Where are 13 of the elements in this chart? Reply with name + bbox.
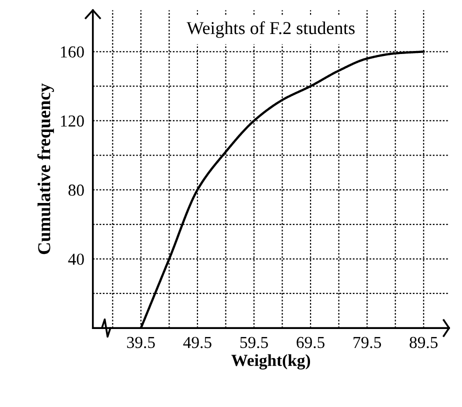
x-tick-label: 69.5 xyxy=(296,336,324,348)
y-axis-title: Cumulative frequency xyxy=(37,83,54,254)
y-tick-label: 160 xyxy=(60,46,84,58)
x-tick-label: 49.5 xyxy=(183,336,212,348)
y-tick-label: 80 xyxy=(68,184,84,196)
x-tick-label: 39.5 xyxy=(127,336,155,348)
x-tick-label: 89.5 xyxy=(410,336,438,348)
y-tick-label: 120 xyxy=(60,115,84,127)
x-tick-label: 59.5 xyxy=(240,336,268,348)
y-tick-label: 40 xyxy=(68,254,84,265)
x-tick-label: 79.5 xyxy=(354,336,382,348)
x-axis-title: Weight(kg) xyxy=(231,354,310,370)
text: Weights of F.2 students xyxy=(186,21,355,38)
